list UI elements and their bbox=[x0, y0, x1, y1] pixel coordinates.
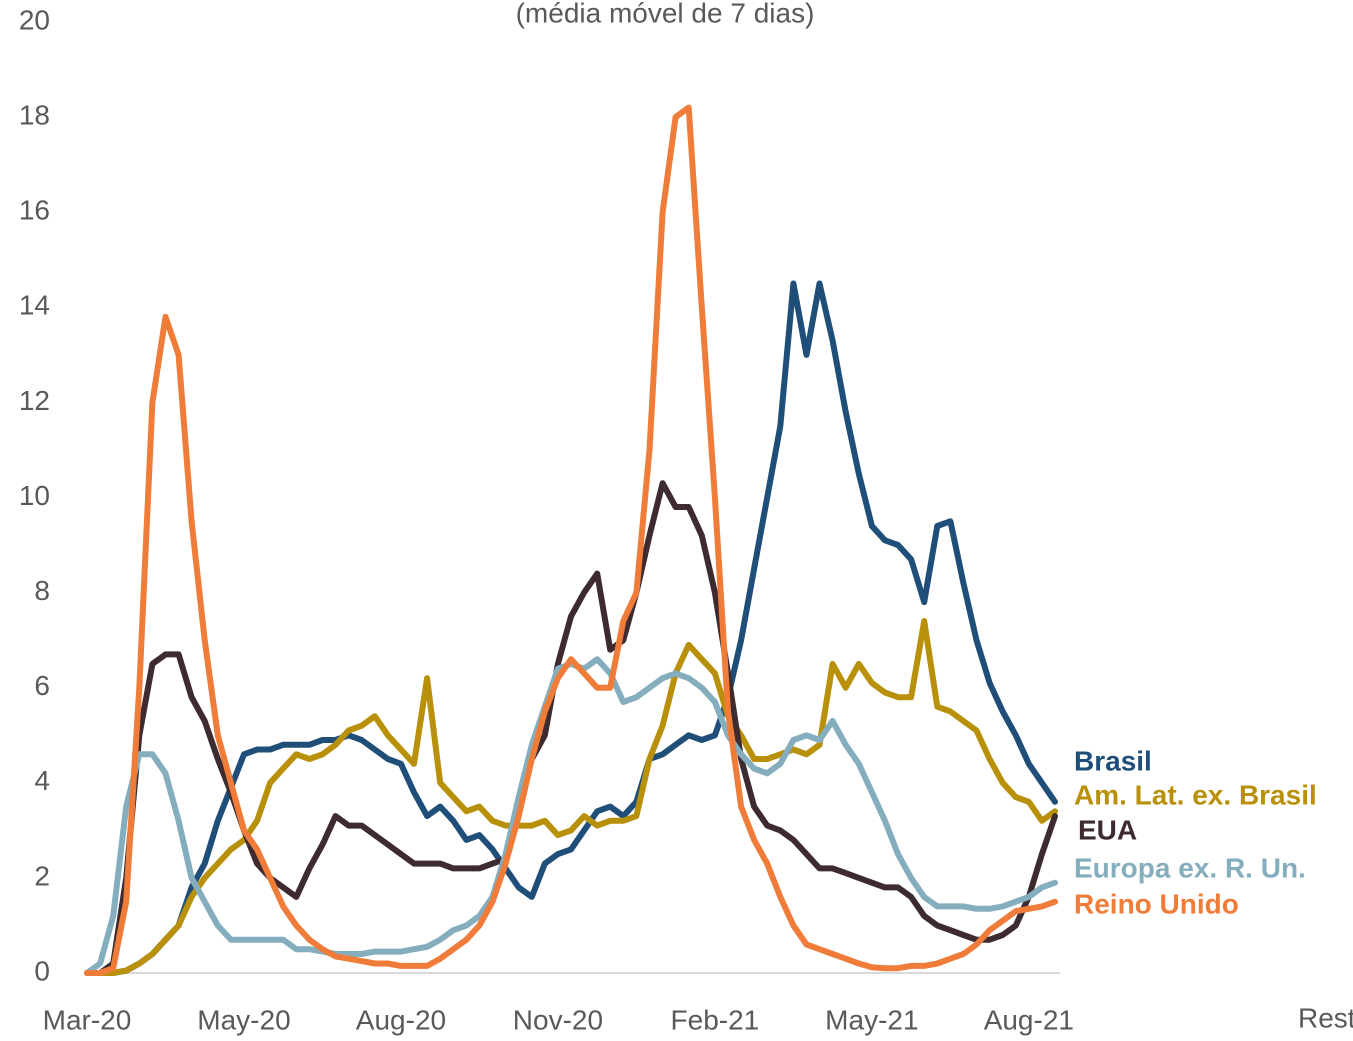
x-tick-label: Aug-21 bbox=[984, 1004, 1074, 1035]
y-tick-label: 8 bbox=[34, 575, 50, 606]
legend-label: EUA bbox=[1078, 814, 1137, 845]
y-tick-label: 6 bbox=[34, 670, 50, 701]
x-tick-label: Nov-20 bbox=[513, 1004, 603, 1035]
y-tick-label: 18 bbox=[19, 99, 50, 130]
y-tick-label: 4 bbox=[34, 765, 50, 796]
legend-label: Am. Lat. ex. Brasil bbox=[1074, 779, 1317, 810]
annotation: Rest bbox=[1298, 1002, 1353, 1033]
x-tick-label: Mar-20 bbox=[43, 1004, 132, 1035]
chart-subtitle: (média móvel de 7 dias) bbox=[516, 0, 815, 28]
y-tick-label: 0 bbox=[34, 955, 50, 986]
x-tick-label: Aug-20 bbox=[356, 1004, 446, 1035]
y-tick-label: 2 bbox=[34, 860, 50, 891]
y-tick-label: 12 bbox=[19, 385, 50, 416]
y-tick-label: 14 bbox=[19, 290, 50, 321]
x-tick-label: May-20 bbox=[197, 1004, 290, 1035]
series-line bbox=[84, 656, 1058, 976]
series-line bbox=[84, 104, 1058, 976]
series-line bbox=[84, 280, 1058, 976]
y-tick-label: 10 bbox=[19, 480, 50, 511]
x-tick-label: Feb-21 bbox=[671, 1004, 760, 1035]
legend-label: Reino Unido bbox=[1074, 888, 1239, 919]
legend-label: Brasil bbox=[1074, 745, 1152, 776]
legend-label: Europa ex. R. Un. bbox=[1074, 852, 1306, 883]
y-tick-label: 20 bbox=[19, 4, 50, 35]
x-tick-label: May-21 bbox=[825, 1004, 918, 1035]
y-tick-label: 16 bbox=[19, 195, 50, 226]
